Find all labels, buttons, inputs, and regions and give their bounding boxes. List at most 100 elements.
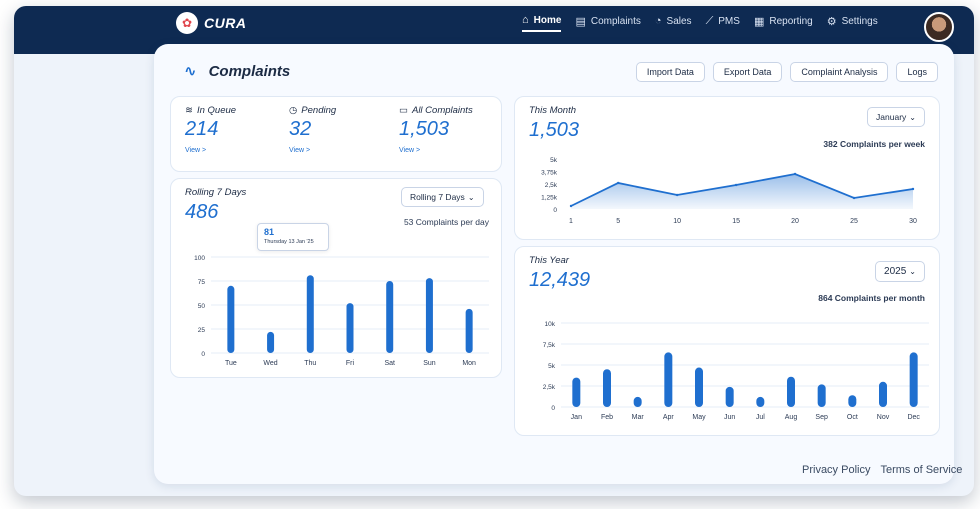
bar-sat — [386, 281, 394, 353]
pending-label-text: Pending — [301, 105, 337, 116]
x-tick-label: Wed — [263, 360, 277, 367]
bar-mon — [465, 308, 473, 353]
home-icon: ⌂ — [522, 14, 529, 26]
y-tick-label: 5k — [548, 363, 556, 370]
user-avatar[interactable] — [924, 12, 954, 42]
rolling-7-days-card: Rolling 7 Days 486 Rolling 7 Days ⌄ 53 Co… — [170, 178, 502, 378]
x-tick-label: Mon — [462, 360, 476, 367]
x-tick-label: Jul — [756, 414, 765, 421]
pulse-icon: ∿ — [184, 63, 197, 80]
bar-oct — [848, 395, 857, 407]
layers-icon: ≋ — [185, 105, 193, 116]
y-tick-label: 2,5k — [543, 384, 556, 391]
all-complaints-label: ▭ All Complaints — [399, 105, 473, 116]
all-complaints-view-link[interactable]: View > — [399, 147, 421, 154]
x-tick-label: 30 — [909, 218, 917, 225]
tooltip-date: Thursday 13 Jan '25 — [264, 239, 314, 245]
rolling-title: Rolling 7 Days — [185, 187, 247, 198]
bar-nov — [879, 381, 887, 407]
action-buttons: Import Data Export Data Complaint Analys… — [635, 62, 938, 82]
in-queue-label: ≋ In Queue — [185, 105, 236, 116]
all-complaints-label-text: All Complaints — [411, 105, 473, 116]
brand-name: CURA — [204, 15, 247, 31]
data-point — [675, 193, 679, 197]
import-data-button[interactable]: Import Data — [635, 62, 705, 82]
year-bar-chart: 0 2,5k 5k 7,5k 10k Jan Feb Mar Apr May Jun Jul Aug Se… — [543, 321, 929, 421]
clock-icon: ◷ — [289, 105, 298, 116]
month-dropdown-label: January — [876, 112, 907, 122]
x-tick-label: Dec — [907, 414, 920, 421]
rolling-bar-chart: 0 25 50 75 100 Tue Wed Thu Fri Sat Sun Mon — [194, 255, 489, 367]
x-tick-label: Tue — [225, 360, 237, 367]
bar-jun — [725, 386, 734, 407]
export-data-button[interactable]: Export Data — [712, 62, 783, 82]
bar-feb — [603, 369, 611, 407]
x-tick-label: Sun — [423, 360, 436, 367]
stats-card: ≋ In Queue 214 View > ◷ Pending 32 View … — [170, 96, 502, 172]
bar-wed — [267, 331, 275, 353]
x-tick-label: 5 — [616, 218, 620, 225]
nav-sales[interactable]: ◔ Sales — [655, 15, 692, 31]
pending-value: 32 — [289, 118, 312, 140]
nav-label: Reporting — [769, 15, 813, 27]
x-tick-label: 1 — [569, 218, 573, 225]
nav-label: PMS — [718, 15, 740, 27]
line-chart-icon: ⟋ — [705, 14, 714, 27]
data-point — [569, 204, 573, 208]
x-tick-label: 15 — [732, 218, 740, 225]
pending-view-link[interactable]: View > — [289, 147, 311, 154]
year-dropdown[interactable]: 2025 ⌄ — [875, 261, 925, 282]
x-tick-label: Mar — [632, 414, 645, 421]
bar-dec — [909, 352, 918, 407]
y-tick-label: 100 — [194, 255, 205, 262]
year-title: This Year — [529, 255, 569, 266]
month-sub: 382 Complaints per week — [823, 139, 925, 149]
complaint-analysis-button[interactable]: Complaint Analysis — [790, 62, 889, 82]
bar-mar — [633, 396, 642, 407]
data-point — [852, 196, 856, 200]
clipboard-icon: ▤ — [575, 15, 586, 28]
privacy-policy-link[interactable]: Privacy Policy — [802, 464, 871, 476]
in-queue-view-link[interactable]: View > — [185, 147, 207, 154]
bar-may — [695, 367, 703, 407]
page-title: Complaints — [208, 62, 291, 80]
y-tick-label: 75 — [198, 279, 206, 286]
x-tick-label: Apr — [663, 414, 675, 421]
nav-complaints[interactable]: ▤ Complaints — [575, 15, 640, 32]
in-queue-stat: ≋ In Queue 214 View > — [185, 105, 236, 154]
cura-logo-icon: ✿ — [176, 12, 198, 34]
month-title: This Month — [529, 105, 576, 116]
nav-settings[interactable]: ⚙ Settings — [827, 15, 878, 32]
area-fill — [571, 174, 913, 209]
data-point — [616, 181, 620, 185]
main-panel: ∿ Complaints Import Data Export Data Com… — [154, 44, 954, 484]
x-tick-label: Sat — [384, 360, 395, 367]
data-point — [734, 183, 738, 187]
year-dropdown-label: 2025 — [884, 266, 907, 277]
main-nav: ⌂ Home ▤ Complaints ◔ Sales ⟋ PMS ▦ Repo… — [522, 14, 878, 32]
brand[interactable]: ✿ CURA — [176, 12, 246, 34]
y-tick-label: 0 — [551, 405, 555, 412]
bar-sun — [425, 278, 433, 353]
x-tick-label: Fri — [346, 360, 355, 367]
in-queue-value: 214 — [185, 118, 219, 140]
terms-of-service-link[interactable]: Terms of Service — [880, 464, 963, 476]
bar-apr — [664, 352, 673, 407]
bar-tue — [227, 285, 235, 353]
x-tick-label: Sep — [815, 414, 828, 421]
nav-reporting[interactable]: ▦ Reporting — [754, 15, 813, 32]
inbox-icon: ▭ — [399, 105, 408, 116]
rolling-dropdown[interactable]: Rolling 7 Days ⌄ — [401, 187, 484, 207]
month-dropdown[interactable]: January ⌄ — [867, 107, 925, 127]
rolling-dropdown-label: Rolling 7 Days — [410, 192, 465, 202]
footer: Privacy Policy Terms of Service — [802, 464, 962, 476]
nav-label: Complaints — [590, 15, 641, 27]
gear-icon: ⚙ — [826, 15, 837, 28]
y-tick-label: 0 — [201, 351, 205, 358]
logs-button[interactable]: Logs — [896, 62, 938, 82]
rolling-value: 486 — [185, 201, 219, 223]
y-tick-label: 2,5k — [545, 182, 558, 189]
nav-home[interactable]: ⌂ Home — [522, 14, 562, 32]
nav-pms[interactable]: ⟋ PMS — [706, 15, 740, 32]
